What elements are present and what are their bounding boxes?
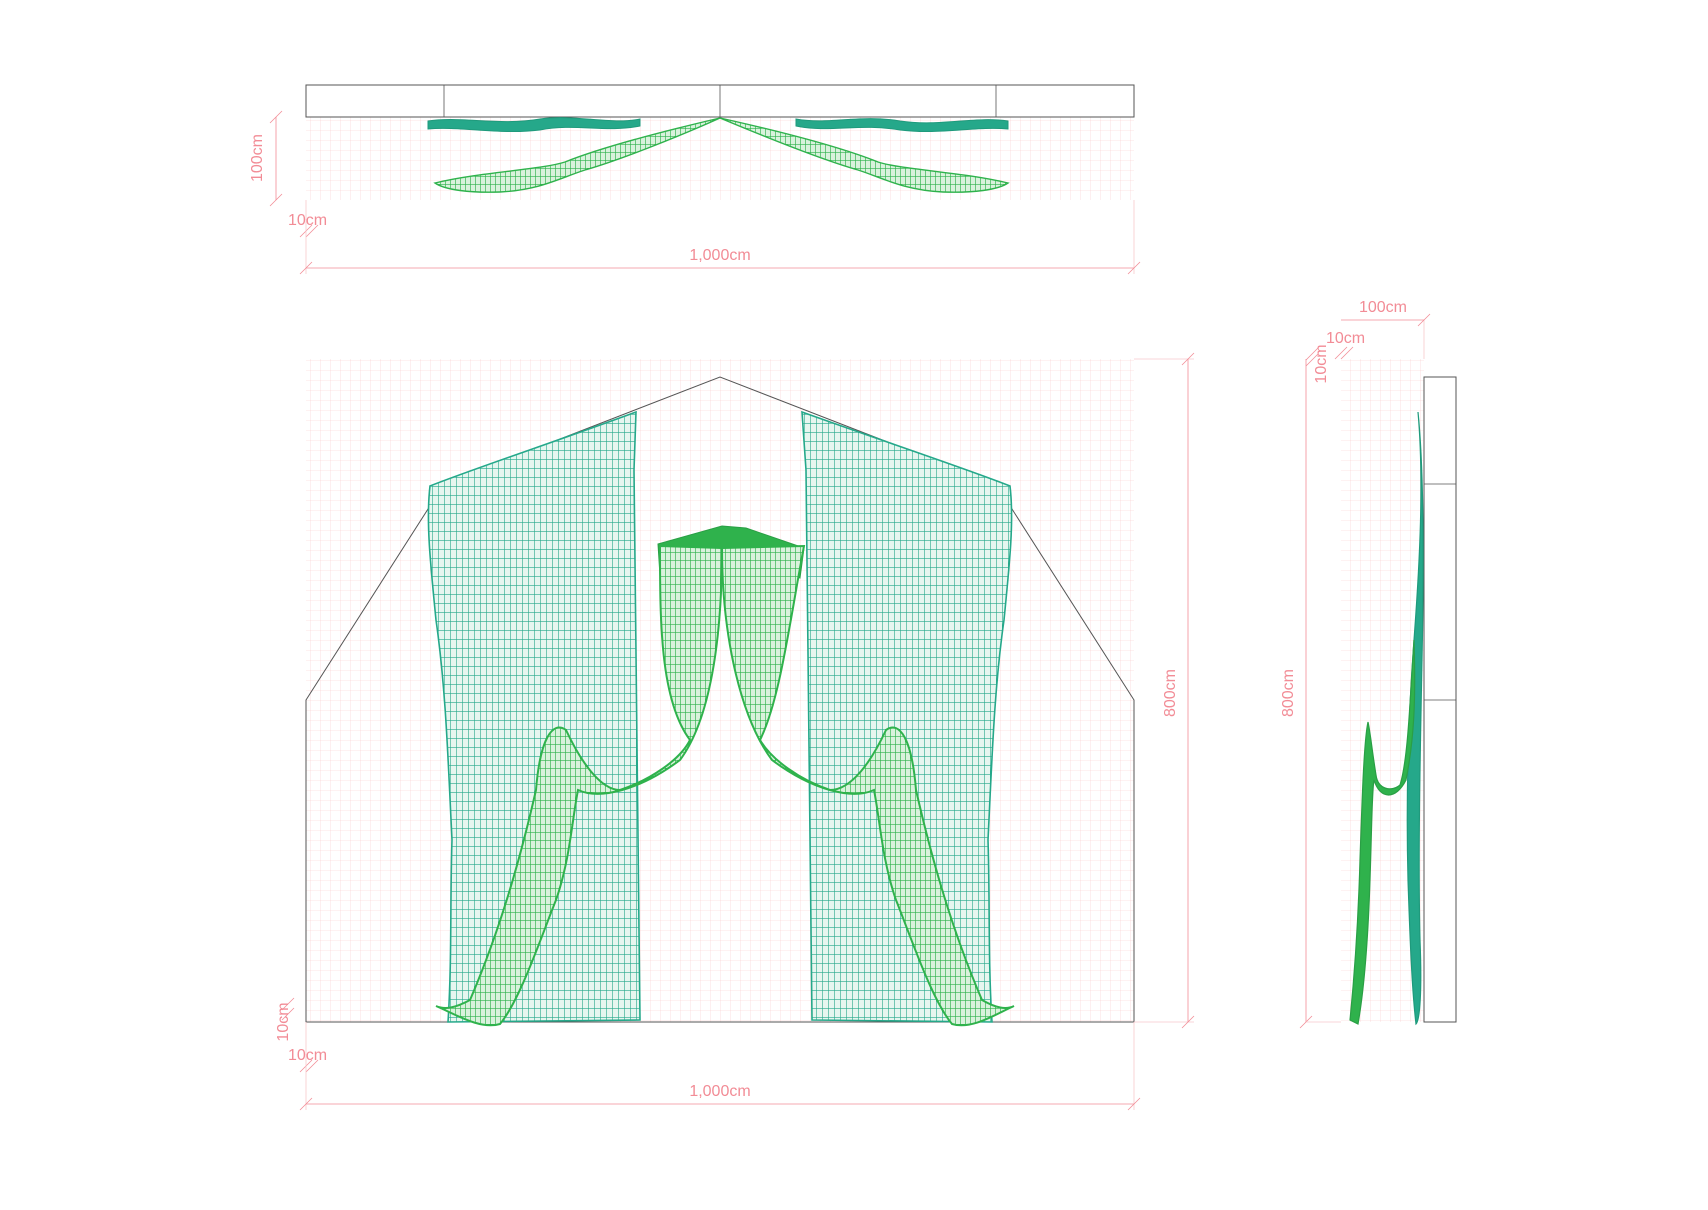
dimension-tick: [1181, 1015, 1195, 1029]
dimension-tick: [1127, 261, 1141, 275]
side-view: 100cm 10cm 10cm 800cm: [1280, 299, 1457, 1029]
dimension-tick: [281, 1007, 295, 1021]
top-view-grid: [306, 117, 1134, 200]
top-view-swag-left: [433, 117, 721, 193]
front-view-swag-left: [435, 544, 724, 1027]
front-view-swag-right: [720, 544, 1015, 1027]
front-view-height-label: 800cm: [1162, 669, 1179, 717]
front-view-offset-horizontal-label: 10cm: [288, 1047, 327, 1064]
side-view-offset-horizontal-label: 10cm: [1326, 330, 1365, 347]
dimension-tick: [1305, 347, 1319, 361]
top-view-offset-label: 10cm: [288, 212, 327, 229]
dimension-tick: [269, 110, 283, 124]
front-view-wall-outline: [305, 376, 1135, 1023]
top-view-curtain-right: [795, 118, 1009, 132]
front-view-grid: [306, 359, 1134, 1022]
front-view-offset-vertical-label: 10cm: [275, 1002, 292, 1041]
dimension-tick: [1417, 313, 1431, 327]
top-view-width-label: 1,000cm: [689, 247, 750, 264]
dimension-tick: [1127, 1097, 1141, 1111]
dimension-tick: [269, 193, 283, 207]
front-view-curtain-right-panel: [801, 410, 1013, 1023]
side-view-swag-profile: [1349, 639, 1416, 1025]
dimension-tick: [1340, 346, 1354, 360]
dimension-tick: [299, 1097, 313, 1111]
front-view-curtain-left-panel: [427, 410, 641, 1023]
dimension-tick: [1305, 353, 1319, 367]
side-view-offset-vertical-label: 10cm: [1313, 344, 1330, 383]
side-view-curtain-panel: [1406, 411, 1424, 1026]
side-view-depth-label: 100cm: [1359, 299, 1407, 316]
top-view-depth-label: 100cm: [249, 134, 266, 182]
dimension-tick: [281, 997, 295, 1011]
dimension-tick: [305, 224, 319, 238]
dimension-tick: [1334, 346, 1348, 360]
side-view-wall-outline: [1423, 376, 1457, 1023]
front-view-width-label: 1,000cm: [689, 1083, 750, 1100]
dimension-tick: [1181, 352, 1195, 366]
top-view: 100cm 10cm 1,000cm: [249, 84, 1141, 275]
top-view-swag-right: [719, 117, 1010, 193]
front-view: 800cm 10cm 10cm 1,000cm: [275, 352, 1195, 1111]
dimension-tick: [299, 261, 313, 275]
side-view-height-label: 800cm: [1280, 669, 1297, 717]
dimension-tick: [305, 1059, 319, 1073]
top-view-curtain-left: [427, 117, 641, 132]
